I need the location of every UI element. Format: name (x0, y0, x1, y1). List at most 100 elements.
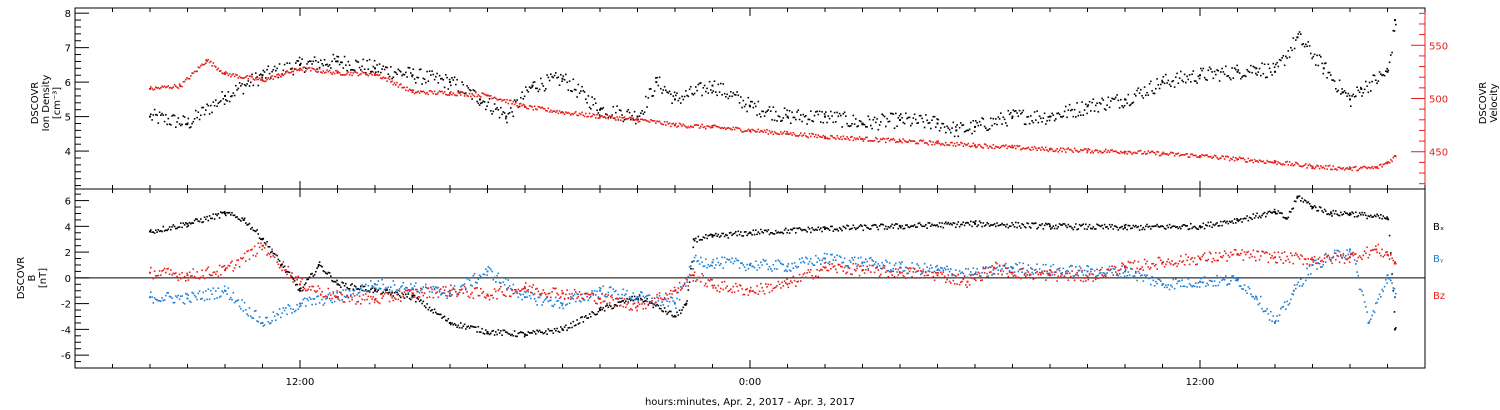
bx-point (777, 231, 780, 233)
by-point (153, 297, 156, 299)
bz-point (831, 263, 833, 265)
bz-point (841, 266, 843, 268)
bz-point (706, 285, 708, 288)
velocity-point (650, 119, 652, 121)
by-point (820, 263, 822, 265)
ion-density-point (1237, 69, 1240, 71)
bx-point (501, 334, 503, 336)
y-tick-label: -6 (61, 351, 71, 362)
bz-point (253, 245, 256, 248)
ion-density-point (297, 60, 300, 62)
velocity-point (626, 118, 628, 120)
velocity-point (953, 142, 956, 145)
ion-density-point (346, 69, 348, 72)
velocity-point (301, 69, 303, 72)
bx-point (533, 331, 536, 333)
by-point (1372, 310, 1375, 312)
velocity-data-point (599, 115, 601, 118)
bx-point (623, 302, 626, 304)
bz-point (453, 288, 456, 291)
bx-point (1308, 203, 1311, 205)
ion-density-point (737, 94, 740, 97)
by-point (672, 300, 675, 302)
by-point (1238, 285, 1241, 287)
by-point (202, 291, 205, 294)
by-point (233, 301, 236, 304)
bz-point (323, 296, 326, 298)
bx-point (952, 222, 955, 224)
bx-point (237, 218, 240, 220)
velocity-point (507, 102, 510, 105)
by-point (523, 290, 526, 293)
by-point (865, 258, 867, 260)
velocity-point (1247, 157, 1250, 160)
bz-point (370, 295, 372, 298)
velocity-point (580, 113, 582, 116)
bx-point (906, 224, 908, 226)
by-point (1300, 278, 1302, 280)
bz-point (886, 270, 888, 272)
ion-density-point (1190, 81, 1192, 83)
ion-density-point (908, 116, 911, 119)
bz-point (712, 287, 715, 289)
by-point (1336, 249, 1338, 252)
ion-density-point (827, 115, 830, 117)
bx-point (727, 237, 730, 239)
ion-density-point (513, 99, 516, 101)
velocity-point (1121, 152, 1123, 154)
bz-point (821, 269, 823, 271)
velocity-point (1152, 151, 1155, 153)
ion-density-point (352, 69, 355, 71)
by-point (773, 267, 776, 270)
velocity-point (348, 74, 351, 76)
bz-point (880, 273, 882, 276)
ion-density-point (1156, 78, 1158, 80)
ion-density-point (288, 62, 291, 65)
ion-density-point (230, 95, 232, 98)
bx-point (577, 323, 580, 325)
velocity-point (178, 83, 181, 85)
velocity-point (565, 111, 567, 113)
by-point (1153, 285, 1156, 287)
by-point (1315, 259, 1317, 261)
by-point (741, 262, 743, 264)
ion-density-point (675, 94, 677, 97)
by-point (1118, 269, 1121, 271)
velocity-point (362, 72, 365, 74)
velocity-point (1098, 150, 1101, 152)
bx-point (226, 211, 228, 214)
bz-point (268, 253, 271, 256)
bz-point (291, 272, 293, 274)
bz-point (260, 242, 262, 245)
by-point (1207, 284, 1210, 286)
bx-point (702, 236, 705, 238)
bz-point (456, 295, 458, 298)
y-tick-label: 550 (1429, 41, 1448, 52)
velocity-point (450, 91, 452, 93)
ion-density-point (996, 123, 998, 126)
velocity-point (1306, 167, 1308, 169)
ion-density-point (480, 102, 482, 105)
bx-point (362, 285, 365, 288)
bx-point (540, 331, 542, 334)
bz-point (442, 286, 445, 288)
velocity-point (1053, 150, 1056, 153)
ion-density-point (956, 124, 958, 126)
bx-point (840, 228, 842, 230)
velocity-point (1367, 166, 1370, 169)
by-point (1307, 273, 1310, 276)
by-point (871, 259, 873, 261)
ion-density-point (1055, 118, 1057, 120)
velocity-point (836, 135, 838, 137)
bz-point (221, 266, 223, 268)
velocity-point (221, 72, 223, 74)
by-point (1128, 274, 1131, 276)
by-point (847, 265, 850, 267)
ion-density-point (936, 118, 938, 120)
velocity-point (1176, 153, 1178, 155)
ion-density-point (192, 120, 195, 123)
bz-point (732, 285, 735, 288)
bx-point (938, 222, 941, 224)
ion-density-point (913, 113, 916, 116)
ion-density-point (1321, 62, 1323, 65)
